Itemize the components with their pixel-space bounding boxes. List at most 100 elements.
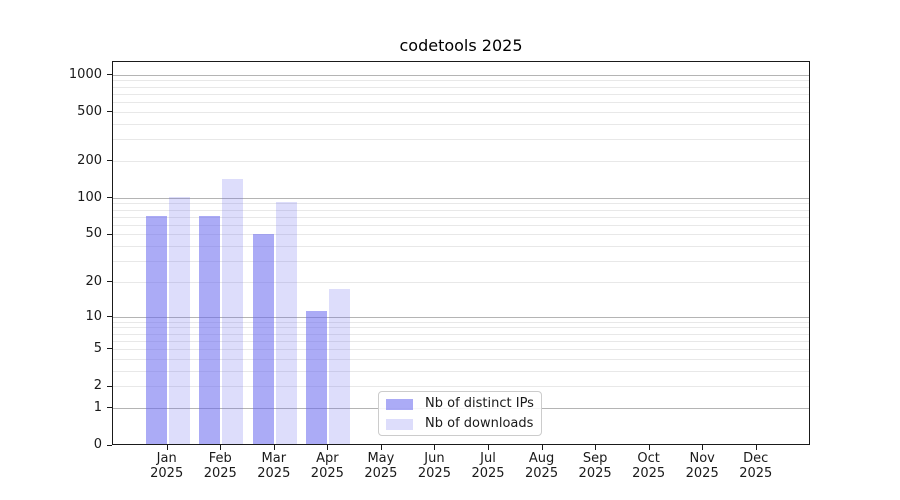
y-gridline-minor — [113, 224, 809, 226]
x-tick-year: 2025 — [685, 466, 719, 481]
x-tick — [434, 445, 436, 450]
y-tick-label: 200 — [77, 152, 102, 168]
y-gridline-minor — [113, 321, 809, 323]
y-gridline-minor — [113, 340, 809, 342]
y-tick-label: 10 — [85, 308, 102, 324]
x-tick-label: Apr 2025 — [299, 451, 355, 481]
y-tick — [107, 281, 112, 283]
y-gridline-minor — [113, 260, 809, 262]
bar-nb-of-distinct-ips — [145, 215, 167, 444]
x-tick — [327, 445, 329, 450]
y-gridline-minor — [113, 370, 809, 372]
y-gridline-minor — [113, 386, 809, 388]
y-gridline-major — [113, 197, 809, 199]
bar-nb-of-downloads — [168, 196, 190, 444]
x-tick — [755, 445, 757, 450]
x-tick — [702, 445, 704, 450]
y-tick — [107, 444, 112, 446]
legend-row-distinct-ips: Nb of distinct IPs — [379, 394, 541, 414]
y-tick-label: 2 — [93, 378, 102, 394]
legend-row-downloads: Nb of downloads — [379, 414, 541, 434]
legend-label-downloads: Nb of downloads — [425, 416, 534, 431]
y-gridline-minor — [113, 246, 809, 247]
y-tick-label: 50 — [85, 226, 102, 242]
bar-nb-of-downloads — [222, 178, 244, 444]
y-gridline-minor — [113, 333, 809, 335]
y-gridline-minor — [113, 80, 809, 82]
x-tick-label: Jan 2025 — [139, 451, 195, 481]
y-tick — [107, 385, 112, 387]
x-tick-year: 2025 — [150, 466, 184, 481]
x-tick-label: Aug 2025 — [514, 451, 570, 481]
y-gridline-minor — [113, 160, 809, 162]
y-gridline-minor — [113, 203, 809, 205]
y-tick-label: 1 — [93, 399, 102, 415]
y-tick-label: 500 — [77, 103, 102, 119]
x-tick-year: 2025 — [257, 466, 291, 481]
y-tick — [107, 74, 112, 76]
x-tick-label: Mar 2025 — [246, 451, 302, 481]
y-tick-label: 1000 — [68, 66, 102, 82]
legend-swatch-downloads — [386, 418, 413, 430]
y-tick-label: 20 — [85, 273, 102, 289]
legend-label-distinct-ips: Nb of distinct IPs — [425, 396, 534, 411]
x-tick — [541, 445, 543, 450]
y-gridline-minor — [113, 123, 809, 125]
y-gridline-minor — [113, 234, 809, 236]
x-tick — [380, 445, 382, 450]
x-tick — [595, 445, 597, 450]
x-tick-label: Nov 2025 — [674, 451, 730, 481]
x-tick-year: 2025 — [739, 466, 773, 481]
bar-nb-of-downloads — [275, 202, 297, 444]
y-tick — [107, 407, 112, 409]
x-tick — [488, 445, 489, 450]
x-tick — [648, 445, 650, 450]
legend-swatch-distinct-ips — [386, 398, 413, 410]
x-tick-year: 2025 — [578, 466, 612, 481]
y-gridline-minor — [113, 216, 809, 218]
y-tick-label: 0 — [93, 437, 102, 452]
y-gridline-minor — [113, 86, 809, 88]
x-tick-year: 2025 — [364, 466, 398, 481]
x-tick-label: May 2025 — [353, 451, 409, 481]
y-tick-label: 5 — [93, 340, 102, 356]
x-tick-label: Dec 2025 — [728, 451, 784, 481]
bar-nb-of-distinct-ips — [252, 234, 274, 444]
y-tick — [107, 316, 112, 317]
bar-nb-of-distinct-ips — [199, 216, 221, 444]
y-tick — [107, 348, 112, 350]
x-tick — [220, 445, 222, 450]
x-tick — [273, 445, 275, 450]
y-gridline-minor — [113, 358, 809, 360]
x-tick-year: 2025 — [310, 466, 344, 481]
y-tick — [107, 160, 112, 162]
x-tick-label: Jul 2025 — [460, 451, 516, 481]
x-tick-year: 2025 — [417, 466, 451, 481]
x-tick-label: Feb 2025 — [192, 451, 248, 481]
x-tick-year: 2025 — [525, 466, 559, 481]
x-tick-year: 2025 — [471, 466, 505, 481]
y-tick — [107, 197, 112, 199]
y-gridline-minor — [113, 209, 809, 211]
chart-title: codetools 2025 — [399, 36, 523, 55]
y-gridline-minor — [113, 327, 809, 329]
y-gridline-major — [113, 316, 809, 318]
y-gridline-minor — [113, 102, 809, 104]
y-tick — [107, 233, 112, 235]
y-tick-label: 100 — [77, 189, 102, 205]
y-gridline-major — [113, 74, 809, 76]
y-gridline-minor — [113, 281, 809, 283]
x-tick-year: 2025 — [203, 466, 237, 481]
x-tick-year: 2025 — [632, 466, 666, 481]
y-gridline-minor — [113, 93, 809, 95]
x-tick-label: Jun 2025 — [406, 451, 462, 481]
y-tick — [107, 111, 112, 113]
y-gridline-minor — [113, 111, 809, 113]
x-tick — [166, 445, 168, 450]
bar-nb-of-downloads — [329, 289, 351, 444]
bar-nb-of-distinct-ips — [306, 310, 328, 444]
plot-area — [112, 61, 810, 445]
y-gridline-minor — [113, 348, 809, 350]
legend: Nb of distinct IPs Nb of downloads — [378, 391, 542, 436]
